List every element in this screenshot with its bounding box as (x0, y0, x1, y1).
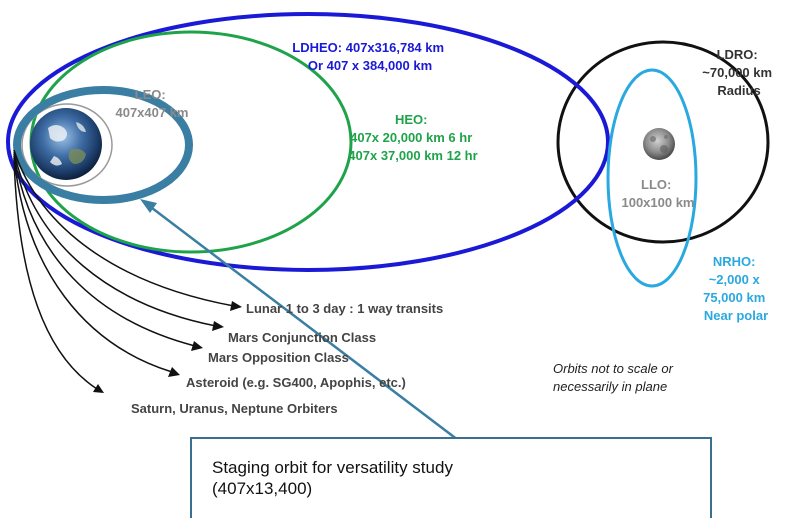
trajectory-outer-planets-arrowhead (93, 384, 104, 393)
ldro-orbit (556, 40, 770, 244)
trajectory-asteroid-line (13, 155, 173, 373)
ldheo-orbit (6, 12, 610, 272)
ldheo-label: LDHEO: 407x316,784 km Or 407 x 384,000 k… (292, 40, 447, 73)
nrho-label: NRHO: ~2,000 x 75,000 km Near polar (703, 254, 769, 323)
leo-label: LEO: 407x407 km (115, 87, 188, 120)
scale-note: Orbits not to scale or necessarily in pl… (553, 361, 677, 394)
callout-pointer-arrowhead (140, 199, 157, 213)
callout-pointer-line (151, 207, 459, 441)
staging-orbit (13, 86, 193, 204)
ldro-label: LDRO: ~70,000 km Radius (702, 47, 775, 98)
trajectory-outer-planets-line (13, 157, 98, 390)
trajectory-asteroid-label: Asteroid (e.g. SG400, Apophis, etc.) (186, 375, 406, 390)
trajectory-mars-conjunction-label: Mars Conjunction Class (228, 330, 376, 345)
trajectory-mars-opposition-label: Mars Opposition Class (208, 350, 349, 365)
trajectory-lunar-line (13, 149, 235, 307)
nrho-orbit (606, 68, 698, 288)
earth-icon (30, 108, 102, 180)
trajectory-mars-opposition-line (13, 153, 196, 347)
trajectory-mars-opposition-arrowhead (191, 341, 203, 351)
trajectory-mars-conjunction-arrowhead (212, 321, 224, 331)
leo-orbit (21, 103, 113, 187)
staging-orbit-callout: Staging orbit for versatility study (407… (190, 437, 712, 518)
moon-icon (643, 128, 675, 160)
trajectory-asteroid-arrowhead (168, 367, 180, 377)
trajectory-lunar-label: Lunar 1 to 3 day : 1 way transits (246, 301, 443, 316)
heo-label: HEO: 407x 20,000 km 6 hr 407x 37,000 km … (348, 112, 477, 163)
llo-label: LLO: 100x100 km (621, 177, 694, 210)
callout-text-line1: Staging orbit for versatility study (212, 458, 453, 477)
callout-text-line2: (407x13,400) (212, 479, 313, 498)
trajectory-lunar-arrowhead (230, 301, 242, 311)
trajectory-mars-conjunction-line (13, 151, 217, 327)
trajectory-outer-planets-label: Saturn, Uranus, Neptune Orbiters (131, 401, 338, 416)
